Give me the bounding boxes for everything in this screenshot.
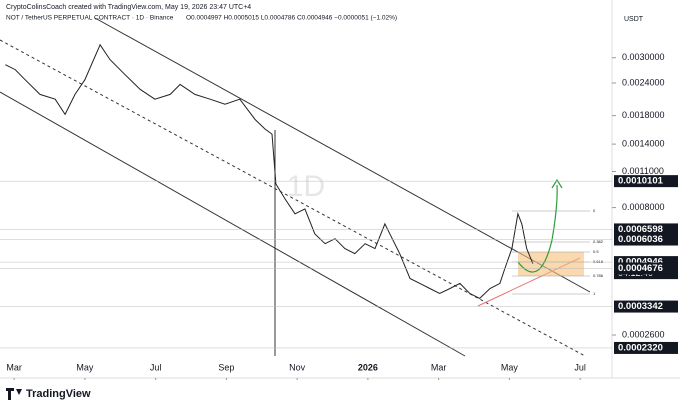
x-tick-label: Nov bbox=[289, 362, 306, 372]
fib-label: 0.618 bbox=[593, 259, 604, 264]
arrow-head bbox=[551, 178, 563, 189]
x-tick-label: Mar bbox=[6, 362, 22, 372]
price-label-box bbox=[614, 262, 678, 275]
ohlc: O0.0004997 H0.0005015 L0.0004786 C0.0004… bbox=[186, 15, 397, 22]
channel-line bbox=[0, 91, 466, 357]
fib-zone bbox=[518, 252, 584, 276]
x-tick-label: Jul bbox=[574, 362, 586, 372]
logo bbox=[6, 388, 22, 400]
price-label: 0.0004946 bbox=[618, 257, 663, 268]
price-label: 0.0006036 bbox=[618, 234, 663, 245]
price-label-box bbox=[614, 223, 678, 236]
x-tick-label: Mar bbox=[431, 362, 447, 372]
channel-line bbox=[94, 17, 591, 293]
fib-label: 0 bbox=[593, 208, 596, 213]
credit: CryptoColinsCoach created with TradingVi… bbox=[6, 4, 251, 11]
channel-mid bbox=[0, 39, 586, 357]
fib-label: 1 bbox=[593, 291, 596, 296]
watermark: 1D bbox=[287, 170, 325, 203]
projection-arrow bbox=[517, 184, 558, 273]
fib-label: 0.382 bbox=[593, 239, 604, 244]
x-tick-label: 2026 bbox=[358, 362, 378, 372]
y-tick-label: 0.0030000 bbox=[622, 52, 665, 62]
price-label: 0.0002320 bbox=[618, 342, 663, 353]
y-tick-label: 0.0002600 bbox=[622, 329, 665, 339]
plot: 0.0030000 0.0024000 0.0018000 0.0014000 0.00… bbox=[0, 43, 665, 380]
brand: TradingView bbox=[26, 388, 91, 400]
y-tick-label: 0.0024000 bbox=[622, 77, 665, 87]
price-label: 0.0010101 bbox=[618, 176, 664, 187]
y-tick-label: 0.0014000 bbox=[622, 138, 665, 148]
y-tick-label: 0.0008000 bbox=[622, 202, 665, 212]
y-tick-label: 0.0011000 bbox=[622, 166, 664, 176]
price-label: 0.0003342 bbox=[618, 301, 663, 312]
price-label-box bbox=[614, 233, 678, 246]
x-tick-label: Sep bbox=[218, 362, 234, 372]
price-label-box bbox=[614, 300, 678, 313]
y-tick-label: 0.0018000 bbox=[622, 110, 665, 120]
x-tick-label: Jul bbox=[150, 362, 162, 372]
fib-labels: 0 0.382 0.5 0.618 0.786 1 bbox=[593, 208, 604, 296]
footer bbox=[0, 380, 680, 408]
fib-label: 0.5 bbox=[593, 249, 599, 254]
currency: USDT bbox=[624, 16, 644, 23]
price-label-box bbox=[614, 175, 678, 188]
x-tick-label: May bbox=[501, 362, 519, 372]
symbol: NOT / TetherUS PERPETUAL CONTRACT · 1D ·… bbox=[6, 15, 174, 22]
x-tick-label: May bbox=[76, 362, 94, 372]
price-label-box bbox=[614, 341, 678, 354]
price-label: 0.0004676 bbox=[618, 263, 663, 274]
price-label: 0.0006598 bbox=[618, 224, 663, 235]
price-line bbox=[5, 43, 534, 300]
fib-label: 0.786 bbox=[593, 273, 604, 278]
